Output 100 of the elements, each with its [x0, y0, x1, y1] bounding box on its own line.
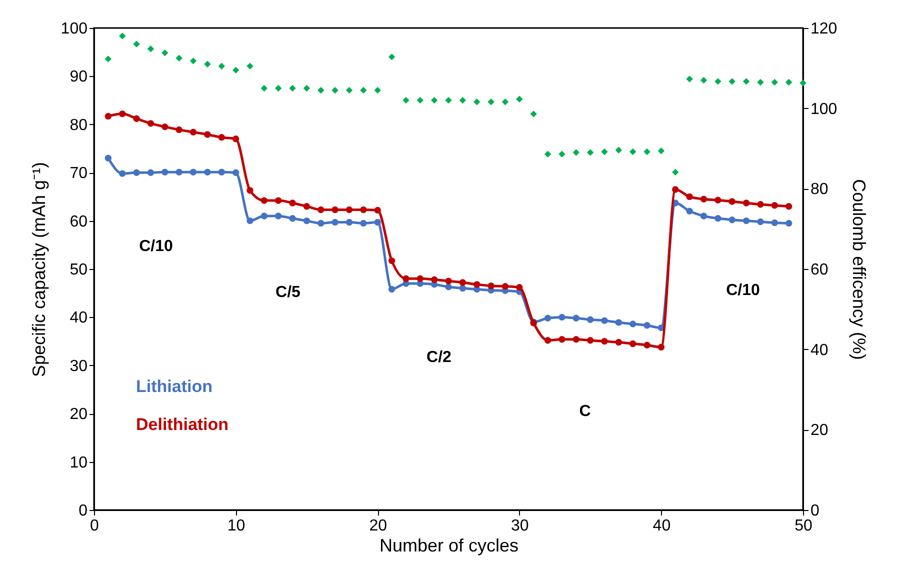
point [742, 217, 750, 224]
point [672, 186, 679, 193]
point [147, 120, 154, 127]
point [104, 56, 112, 62]
point [274, 197, 282, 204]
annotation: C/10 [726, 282, 760, 299]
point [572, 314, 580, 322]
point [601, 148, 608, 156]
point [360, 86, 367, 94]
point [558, 314, 566, 321]
point [232, 169, 240, 176]
x-tick-label: 40 [652, 518, 671, 534]
point [402, 275, 410, 282]
point [558, 336, 566, 343]
point [544, 150, 552, 158]
point [190, 168, 197, 176]
point [374, 86, 381, 94]
point [332, 218, 338, 226]
point [176, 168, 182, 176]
point [558, 150, 566, 158]
y-tick-label: 90 [70, 68, 88, 86]
y-tick-label: 30 [70, 358, 88, 375]
x-tick-label: 10 [227, 518, 246, 534]
y2-tick-label: 100 [810, 100, 838, 118]
point [360, 206, 367, 214]
point [686, 193, 693, 200]
point [586, 336, 594, 344]
point [785, 220, 792, 227]
point [260, 84, 268, 92]
x-tick-label: 20 [369, 518, 388, 534]
point [218, 62, 225, 70]
point [318, 220, 324, 227]
x-tick-label: 50 [794, 518, 812, 534]
point [332, 206, 338, 214]
point [388, 54, 396, 60]
point [742, 78, 750, 85]
point [119, 110, 126, 118]
point [488, 98, 494, 106]
point [658, 148, 665, 154]
point [162, 123, 168, 130]
point [459, 284, 466, 292]
point [346, 86, 353, 94]
point [232, 136, 240, 142]
point [629, 148, 636, 156]
text: Delithiation [136, 415, 229, 434]
point [800, 80, 806, 86]
point [246, 217, 254, 224]
point [629, 340, 636, 348]
point [176, 126, 182, 134]
point [232, 66, 240, 74]
point [190, 58, 197, 64]
y2-tick-label: 40 [810, 342, 828, 359]
y-axis-title: Specific capacity (mAh g⁻¹) [28, 162, 49, 378]
y-tick-label: 40 [70, 310, 88, 327]
point [104, 154, 112, 162]
point [544, 314, 552, 322]
x-axis-title: Number of cycles [379, 536, 519, 556]
y-tick-label: 20 [70, 406, 88, 424]
y2-tick-label: 20 [810, 422, 828, 440]
point [728, 78, 736, 85]
point [374, 218, 381, 226]
y2-tick-label: 0 [810, 502, 820, 520]
point [572, 149, 580, 156]
point [714, 196, 722, 204]
point [360, 220, 367, 227]
point [572, 336, 580, 343]
point [445, 283, 452, 290]
y-tick-label: 100 [60, 20, 88, 38]
point [162, 50, 168, 56]
point [346, 206, 353, 214]
point [586, 316, 594, 323]
point [204, 168, 211, 176]
point [644, 342, 650, 349]
point [502, 98, 509, 106]
point [388, 286, 396, 293]
point [388, 257, 396, 264]
point [445, 96, 452, 104]
point [615, 319, 622, 326]
point [104, 112, 112, 120]
point [686, 208, 693, 215]
point [119, 32, 126, 40]
y2-tick-label: 120 [810, 20, 838, 38]
point [119, 170, 126, 177]
point [488, 282, 494, 290]
point [459, 96, 466, 104]
point [742, 200, 750, 206]
point [133, 115, 140, 122]
annotation: C/10 [139, 238, 173, 255]
point [644, 148, 650, 156]
point [318, 86, 324, 94]
y-tick-label: 80 [70, 116, 88, 134]
point [289, 200, 296, 206]
point [474, 281, 480, 288]
point [303, 202, 310, 210]
point [190, 128, 197, 136]
point [246, 187, 254, 194]
point [303, 217, 310, 224]
point [430, 276, 438, 283]
point [771, 219, 778, 226]
point [601, 338, 608, 345]
